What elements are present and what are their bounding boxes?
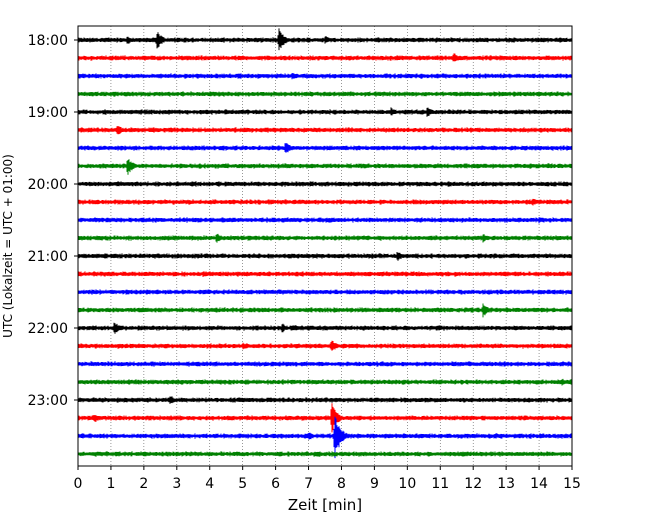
x-tick-label: 7 xyxy=(304,476,313,492)
y-tick-label: 18:00 xyxy=(28,33,68,49)
plot-frame xyxy=(77,25,573,467)
x-tick-label: 4 xyxy=(205,476,214,492)
x-tick-label: 13 xyxy=(497,476,515,492)
x-tick-layer: 0 1 2 3 4 5 6 7 8 9 10 11 12 13 14 15 xyxy=(74,466,581,492)
x-tick-label: 8 xyxy=(337,476,346,492)
x-tick-label: 10 xyxy=(398,476,416,492)
x-tick-label: 11 xyxy=(431,476,449,492)
x-tick-label: 6 xyxy=(271,476,280,492)
x-tick-label: 0 xyxy=(74,476,83,492)
x-axis-label: Zeit [min] xyxy=(288,496,362,514)
grid-layer xyxy=(110,26,540,466)
y-axis-label: UTC (Lokalzeit = UTC + 01:00) xyxy=(1,154,15,338)
y-tick-label: 22:00 xyxy=(28,321,68,337)
y-tick-layer: 18:00 19:00 20:00 21:00 22:00 23:00 xyxy=(28,33,78,409)
x-tick-label: 9 xyxy=(370,476,379,492)
y-tick-label: 20:00 xyxy=(28,177,68,193)
x-tick-label: 15 xyxy=(563,476,581,492)
y-tick-label: 21:00 xyxy=(28,249,68,265)
x-tick-label: 5 xyxy=(238,476,247,492)
x-tick-label: 3 xyxy=(172,476,181,492)
x-tick-label: 2 xyxy=(139,476,148,492)
x-tick-label: 1 xyxy=(106,476,115,492)
y-tick-label: 23:00 xyxy=(28,393,68,409)
x-tick-label: 14 xyxy=(530,476,548,492)
plot-background xyxy=(78,26,572,466)
x-tick-label: 12 xyxy=(464,476,482,492)
y-tick-label: 19:00 xyxy=(28,105,68,121)
